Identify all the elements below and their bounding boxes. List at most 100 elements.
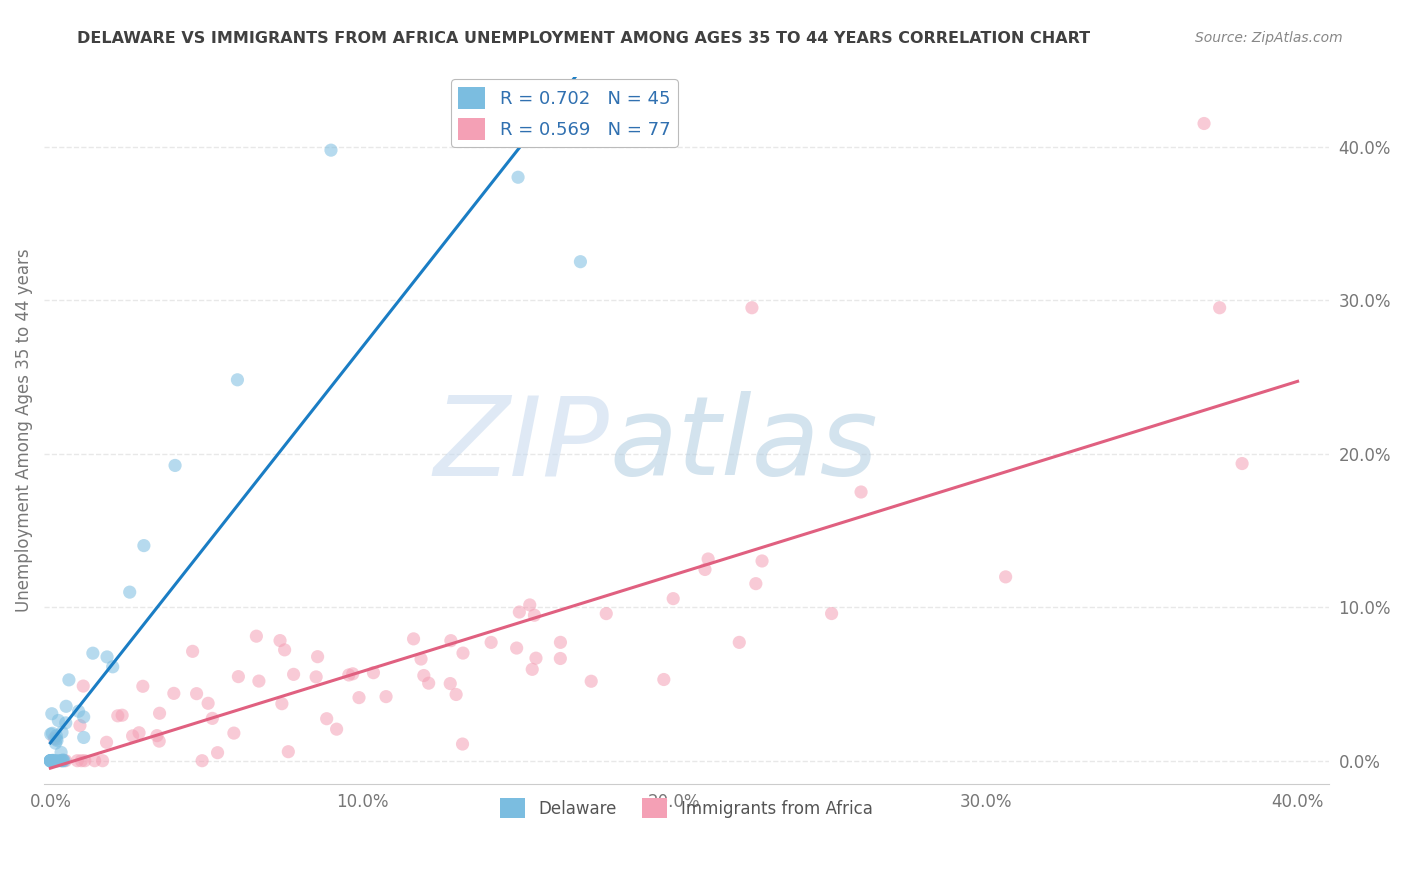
Point — [49, 754, 72, 768]
Point — [201, 711, 224, 725]
Point — [579, 674, 602, 689]
Point — [39, 754, 62, 768]
Point — [197, 696, 219, 710]
Point — [58, 673, 80, 687]
Point — [70, 754, 93, 768]
Point — [45, 729, 67, 743]
Point — [72, 679, 94, 693]
Point — [741, 301, 763, 315]
Point — [55, 715, 77, 730]
Point — [91, 754, 114, 768]
Point — [451, 737, 474, 751]
Text: DELAWARE VS IMMIGRANTS FROM AFRICA UNEMPLOYMENT AMONG AGES 35 TO 44 YEARS CORREL: DELAWARE VS IMMIGRANTS FROM AFRICA UNEMP… — [77, 31, 1091, 46]
Point — [49, 745, 72, 759]
Point — [181, 644, 204, 658]
Point — [508, 605, 530, 619]
Point — [994, 570, 1017, 584]
Point — [39, 754, 62, 768]
Point — [652, 673, 675, 687]
Point — [1230, 457, 1253, 471]
Text: ZIP: ZIP — [433, 392, 609, 499]
Point — [67, 704, 90, 718]
Point — [45, 732, 67, 747]
Point — [440, 633, 463, 648]
Point — [107, 708, 129, 723]
Point — [342, 666, 364, 681]
Point — [44, 736, 66, 750]
Point — [39, 754, 62, 768]
Point — [444, 688, 467, 702]
Point — [363, 665, 385, 680]
Point — [269, 633, 291, 648]
Point — [228, 670, 250, 684]
Point — [1192, 116, 1215, 130]
Point — [39, 727, 62, 741]
Point — [51, 754, 73, 768]
Point — [42, 754, 65, 768]
Text: atlas: atlas — [609, 392, 877, 499]
Point — [222, 726, 245, 740]
Point — [132, 539, 155, 553]
Point — [186, 687, 208, 701]
Point — [693, 562, 716, 576]
Point — [44, 754, 66, 768]
Point — [73, 731, 96, 745]
Point — [82, 646, 104, 660]
Point — [132, 679, 155, 693]
Point — [307, 649, 329, 664]
Point — [163, 686, 186, 700]
Point — [347, 690, 370, 705]
Point — [44, 731, 66, 746]
Point — [53, 754, 76, 768]
Point — [55, 754, 77, 768]
Point — [207, 746, 229, 760]
Point — [41, 754, 63, 768]
Point — [337, 668, 360, 682]
Point — [849, 485, 872, 500]
Point — [39, 754, 62, 768]
Point — [519, 598, 541, 612]
Point — [402, 632, 425, 646]
Point — [728, 635, 751, 649]
Point — [409, 652, 432, 666]
Point — [569, 254, 592, 268]
Point — [479, 635, 502, 649]
Point — [148, 734, 170, 748]
Point — [245, 629, 267, 643]
Point — [39, 754, 62, 768]
Point — [55, 699, 77, 714]
Point — [121, 729, 143, 743]
Point — [46, 754, 69, 768]
Point — [412, 668, 434, 682]
Point — [39, 754, 62, 768]
Point — [146, 729, 169, 743]
Point — [111, 708, 134, 723]
Point — [128, 725, 150, 739]
Point — [52, 753, 75, 767]
Point — [226, 373, 249, 387]
Point — [101, 660, 124, 674]
Point — [375, 690, 398, 704]
Y-axis label: Unemployment Among Ages 35 to 44 years: Unemployment Among Ages 35 to 44 years — [15, 249, 32, 613]
Point — [73, 754, 96, 768]
Point — [51, 725, 73, 739]
Point — [451, 646, 474, 660]
Point — [41, 706, 63, 721]
Text: Source: ZipAtlas.com: Source: ZipAtlas.com — [1195, 31, 1343, 45]
Point — [69, 718, 91, 732]
Point — [550, 635, 572, 649]
Point — [595, 607, 617, 621]
Point — [325, 722, 347, 736]
Point — [83, 754, 105, 768]
Point — [39, 754, 62, 768]
Point — [319, 143, 342, 157]
Point — [39, 754, 62, 768]
Point — [191, 754, 214, 768]
Point — [73, 710, 96, 724]
Point — [418, 676, 440, 690]
Point — [1208, 301, 1230, 315]
Point — [524, 651, 547, 665]
Point — [315, 712, 337, 726]
Point — [277, 745, 299, 759]
Point — [46, 733, 69, 747]
